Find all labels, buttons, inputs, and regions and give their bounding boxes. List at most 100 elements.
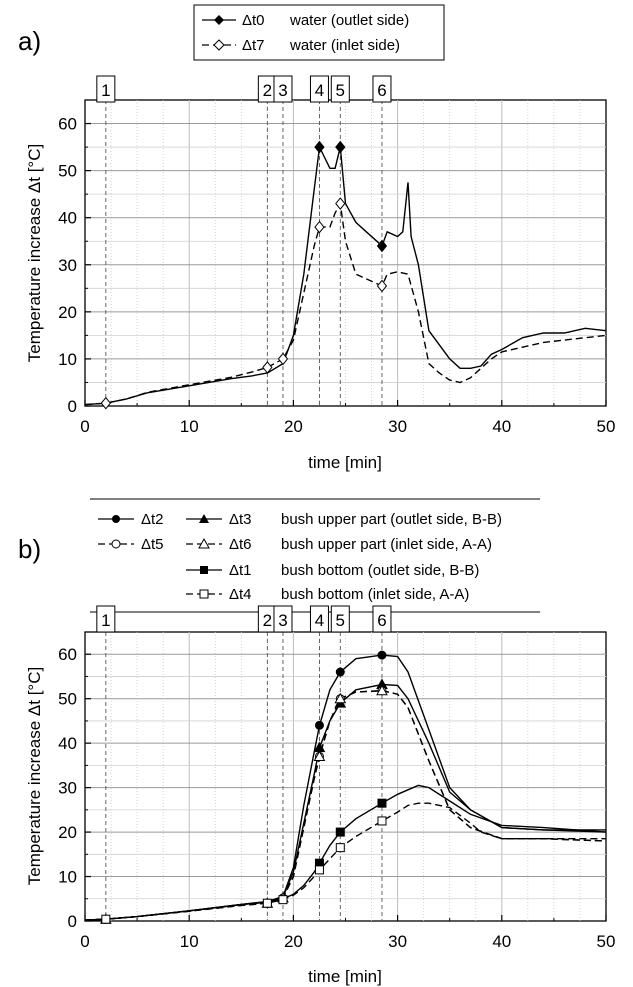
legend-label: Δt1 [229,562,252,579]
data-point-diamond [100,396,111,410]
event-marker-box [96,605,116,633]
data-point-circle [335,667,345,677]
series-line-Δt1 [84,784,607,921]
legend-label: Δt2 [141,511,164,528]
event-marker-label: 2 [263,611,272,630]
legend-row-1: Δt2 Δt3 bush upper part (outlet side, B-… [98,511,502,528]
x-axis-label: time [min] [308,967,382,986]
y-axis-label: Temperature increase Δt [°C] [25,144,44,362]
y-tick-label: 40 [58,209,77,228]
series-layer [84,650,607,924]
data-point-diamond [376,239,388,253]
data-point-triangle [376,684,388,696]
legend-description: bush bottom (inlet side, A-A) [281,586,469,603]
x-tick-label: 20 [284,417,303,436]
legend-entry-dt0: Δt0 water (outlet side) [202,12,409,29]
axis-ticks: 0 10 20 30 40 50 0 10 20 30 40 50 60 [58,115,615,436]
chart-panel-a: a) Δt0 water (outlet side) Δt7 water (in… [18,4,615,472]
y-axis-label: Temperature increase Δt [°C] [25,667,44,885]
data-point-square [377,816,387,826]
legend-a: Δt0 water (outlet side) Δt7 water (inlet… [193,4,445,61]
legend-symbol-circle-filled [112,515,120,523]
data-point-diamond [262,361,273,374]
series-line-Δt7 [84,201,607,406]
series-line-Δt0 [84,144,607,406]
y-tick-label: 30 [58,779,77,798]
legend-description: bush bottom (outlet side, B-B) [281,562,479,579]
y-tick-label: 60 [58,645,77,664]
y-tick-label: 20 [58,823,77,842]
data-point-diamond [335,197,346,210]
y-tick-label: 10 [58,350,77,369]
event-marker-box [372,605,392,633]
data-point-triangle [334,692,347,704]
legend-symbol-diamond-filled [214,15,224,25]
data-point-square [314,865,324,875]
y-tick-label: 20 [58,303,77,322]
y-tick-label: 0 [68,397,77,416]
event-marker-label: 6 [377,81,386,100]
legend-label: Δt6 [229,536,252,553]
data-point-diamond [335,140,346,154]
event-marker-box [273,605,293,633]
data-point-diamond [376,279,388,293]
event-marker-label: 5 [336,81,345,100]
gridlines [85,100,606,406]
event-marker-label: 1 [101,611,110,630]
legend-symbol-diamond-open [213,39,225,51]
legend-row-4: Δt4 bush bottom (inlet side, A-A) [186,586,469,603]
legend-label: Δt3 [229,511,252,528]
x-tick-label: 0 [80,417,89,436]
x-tick-label: 50 [597,417,616,436]
legend-row-2: Δt5 Δt6 bush upper part (inlet side, A-A… [98,536,492,553]
event-marker-box [372,75,392,103]
x-tick-label: 50 [597,932,616,951]
legend-row-3: Δt1 bush bottom (outlet side, B-B) [186,562,479,579]
y-tick-label: 40 [58,734,77,753]
y-tick-label: 30 [58,256,77,275]
event-marker-box [309,75,329,103]
event-marker-label: 1 [101,81,110,100]
axis-ticks: 0 10 20 30 40 50 0 10 20 30 40 50 60 [58,645,615,951]
legend-entry-dt7: Δt7 water (inlet side) [202,37,400,54]
legend-b: Δt2 Δt3 bush upper part (outlet side, B-… [90,498,540,613]
event-marker-label: 6 [377,611,386,630]
data-point-square [101,914,111,924]
event-marker-box [96,75,116,103]
legend-symbol-square-filled [200,566,208,574]
data-point-square [335,843,345,853]
data-point-triangle [313,750,326,761]
legend-symbol-triangle-filled [199,514,209,523]
legend-description: bush upper part (inlet side, A-A) [281,536,492,553]
y-tick-label: 10 [58,868,77,887]
data-point-diamond [314,220,325,234]
legend-label: Δt7 [242,37,265,54]
event-marker-label: 2 [263,81,272,100]
legend-description: water (outlet side) [289,12,409,29]
data-point-square [377,798,387,808]
event-marker-label: 4 [315,81,324,100]
y-tick-label: 50 [58,690,77,709]
data-point-circle [314,720,324,730]
event-marker-label: 3 [278,611,287,630]
panel-label-b: b) [18,534,41,564]
data-point-square [262,898,272,908]
legend-symbol-square-open [199,589,209,599]
data-point-circle [377,650,387,660]
legend-label: Δt0 [242,12,265,29]
legend-frame [193,4,445,61]
x-axis-label: time [min] [308,453,382,472]
x-tick-label: 10 [180,932,199,951]
x-tick-label: 20 [284,932,303,951]
data-point-square [278,895,288,905]
legend-label: Δt5 [141,536,164,553]
y-tick-label: 50 [58,162,77,181]
series-layer [84,140,607,410]
y-tick-label: 0 [68,912,77,931]
x-tick-label: 10 [180,417,199,436]
gridlines [85,632,606,921]
data-point-diamond [314,140,325,154]
x-tick-label: 0 [80,932,89,951]
y-tick-label: 60 [58,115,77,134]
